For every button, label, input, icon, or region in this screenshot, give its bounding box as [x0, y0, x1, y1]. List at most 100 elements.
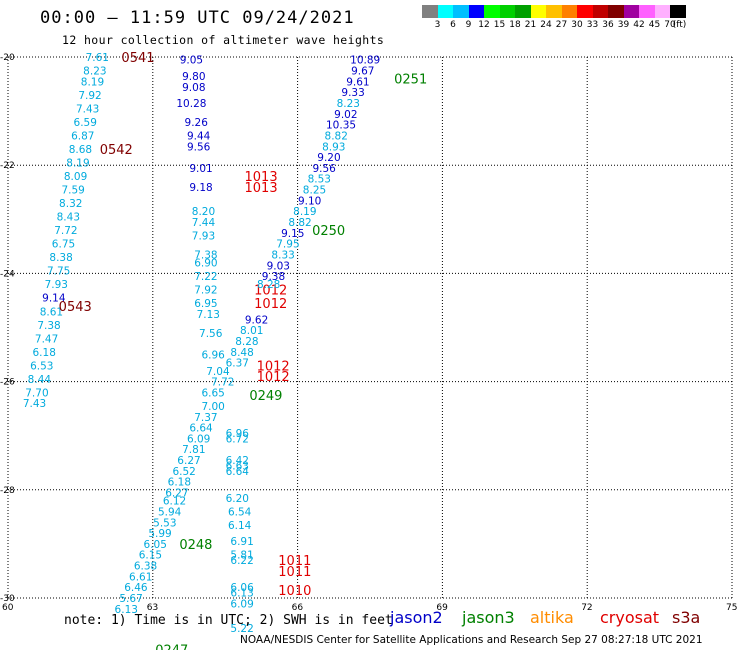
swh-value: 7.00: [201, 401, 224, 413]
legend-label: 24: [540, 20, 552, 30]
swh-value: 8.25: [303, 185, 326, 197]
swh-value: 7.43: [76, 103, 99, 115]
swh-value: 8.01: [240, 325, 263, 337]
swh-value: 6.54: [228, 506, 252, 518]
swh-value: 7.81: [182, 444, 205, 456]
time-label: 0247: [155, 643, 188, 650]
swh-value: 6.52: [172, 466, 195, 478]
swh-value: 9.56: [187, 141, 211, 153]
swh-value: 8.28: [257, 279, 280, 291]
legend-swatch: [422, 5, 438, 18]
lon-tick-label: 75: [726, 603, 737, 613]
swh-value: 6.05: [144, 539, 167, 551]
swh-value: 8.38: [49, 252, 72, 264]
legend-swatch: [546, 5, 562, 18]
swh-value: 6.27: [177, 455, 200, 467]
swh-value: 9.18: [189, 182, 212, 194]
time-label: 1012: [254, 284, 287, 299]
swh-value: 6.61: [129, 571, 152, 583]
swh-value: 7.22: [194, 271, 217, 283]
legend-label: 36: [602, 20, 614, 30]
track-0251-0248: 10.899.679.619.338.239.0210.358.828.939.…: [155, 55, 427, 650]
time-label: 1012: [257, 359, 290, 374]
swh-value: 10.35: [326, 120, 356, 132]
lon-tick-label: 66: [292, 603, 304, 613]
swh-value: 5.67: [119, 593, 142, 605]
swh-value: 8.32: [59, 198, 82, 210]
satellite-altika: altika: [530, 608, 574, 627]
swh-value: 6.46: [124, 582, 148, 594]
swh-value: 7.61: [86, 52, 109, 64]
lon-tick-label: 63: [147, 603, 158, 613]
swh-value: 6.22: [230, 555, 253, 567]
swh-value: 7.93: [45, 279, 68, 291]
swh-value: 9.67: [351, 66, 374, 78]
swh-value: 9.26: [185, 117, 209, 129]
swh-value: 8.20: [192, 206, 215, 218]
legend-swatch: [670, 5, 686, 18]
satellite-jason3: jason3: [462, 608, 515, 627]
swh-value: 5.81: [230, 550, 253, 562]
swh-value: 9.10: [298, 195, 321, 207]
swh-value: 6.18: [168, 477, 191, 489]
swh-value: 8.82: [288, 217, 311, 229]
color-legend-labels: 3 6 9 12 15 18 21 24 27 30 33 36 39 42 45 70 (ft): [422, 20, 740, 32]
swh-value: 7.13: [197, 309, 220, 321]
legend-swatch: [577, 5, 593, 18]
footer-note: note: 1) Time is in UTC; 2) SWH is in fe…: [64, 613, 393, 628]
time-label: 1011: [278, 565, 311, 580]
swh-value: 6.63: [226, 460, 249, 472]
legend-swatch: [437, 5, 453, 18]
legend-label: (ft): [672, 20, 687, 30]
legend-label: 42: [633, 20, 645, 30]
swh-value: 8.33: [271, 249, 294, 261]
swh-value: 8.68: [69, 144, 92, 156]
legend-swatch: [499, 5, 515, 18]
swh-value: 7.93: [192, 231, 215, 243]
legend-swatch: [654, 5, 670, 18]
swh-value: 7.38: [37, 320, 60, 332]
swh-value: 7.56: [199, 328, 223, 340]
swh-value: 6.38: [134, 561, 157, 573]
swh-value: 6.91: [230, 536, 253, 548]
swh-value: 9.15: [281, 228, 304, 240]
swh-value: 9.61: [346, 76, 369, 88]
swh-value: 6.09: [230, 598, 253, 610]
axis-labels: 60 63 66 69 72 75 -20 -22 -24 -26 -28 -30: [0, 53, 737, 613]
time-label: 0250: [312, 224, 345, 239]
page-subtitle: 12 hour collection of altimeter wave hei…: [62, 33, 385, 47]
time-label: 1012: [257, 370, 290, 385]
swh-value: 6.27: [165, 488, 188, 500]
swh-value: 5.53: [153, 517, 176, 529]
swh-value: 7.92: [78, 90, 101, 102]
swh-value: 6.95: [194, 298, 217, 310]
swh-value: 9.38: [262, 271, 285, 283]
lon-tick-label: 72: [581, 603, 592, 613]
time-label: 1011: [278, 554, 311, 569]
swh-value: 8.19: [66, 157, 89, 169]
swh-value: 6.64: [226, 466, 250, 478]
swh-value: 6.12: [163, 496, 186, 508]
swh-value: 7.95: [276, 239, 299, 251]
swh-value: 7.59: [61, 185, 84, 197]
swh-value: 8.19: [81, 76, 104, 88]
lat-tick-label: -30: [0, 594, 15, 604]
swh-value: 7.72: [211, 377, 234, 389]
swh-value: 8.44: [28, 374, 52, 386]
swh-value: 6.59: [74, 117, 97, 129]
legend-swatch: [592, 5, 608, 18]
time-label: 1010: [278, 584, 311, 599]
swh-value: 9.33: [341, 87, 364, 99]
swh-value: 9.08: [182, 82, 205, 94]
legend-swatch: [639, 5, 655, 18]
swh-value: 6.20: [226, 493, 249, 505]
swh-value: 6.18: [33, 347, 56, 359]
swh-value: 9.03: [267, 260, 290, 272]
swh-value: 6.65: [201, 387, 224, 399]
swh-value: 5.99: [148, 528, 171, 540]
swh-value: 9.56: [312, 163, 336, 175]
swh-value: 6.37: [226, 358, 249, 370]
swh-value: 9.20: [317, 152, 340, 164]
time-label: 0542: [100, 143, 133, 158]
